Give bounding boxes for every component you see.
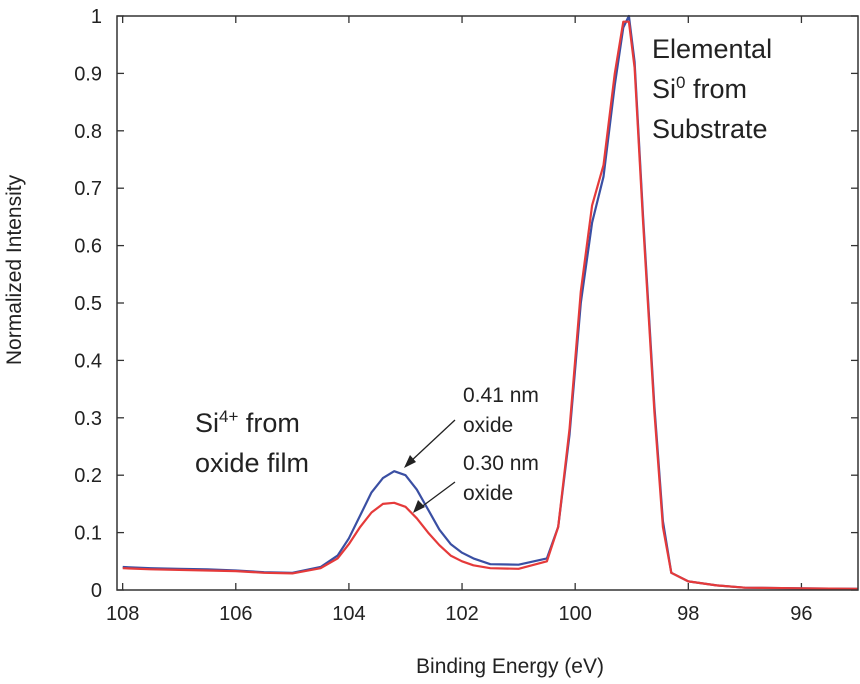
tick-labels: 108 106 104 102 100 98 96 0 0.1 0.2 0.3 0.4 0.5 0.6 0.…: [74, 6, 812, 625]
series-line-030nm: [122, 20, 859, 590]
x-tick-label: 96: [790, 603, 812, 625]
annotation-elemental: Elemental Si0 from Substrate: [652, 34, 772, 144]
y-axis-title: Normalized Intensity: [3, 174, 26, 365]
y-tick-label: 0.7: [74, 178, 102, 200]
x-tick-label: 106: [219, 603, 252, 625]
x-tick-label: 108: [106, 603, 139, 625]
series-layer: [122, 14, 859, 590]
y-tick-label: 0.4: [74, 350, 102, 372]
y-tick-label: 0.5: [74, 293, 102, 315]
arrow-030-line: [419, 481, 456, 509]
plot-frame: [116, 15, 859, 591]
annotation-elemental-line3: Substrate: [652, 114, 768, 144]
annotation-oxide-line2: oxide film: [195, 448, 309, 478]
axis-ticks: [117, 15, 858, 591]
annotation-030: 0.30 nm oxide: [413, 452, 539, 513]
y-tick-label: 0.1: [74, 523, 102, 545]
label-030-line2: oxide: [463, 482, 513, 505]
arrow-041-line: [409, 419, 456, 463]
x-tick-label: 98: [677, 603, 699, 625]
x-tick-label: 102: [445, 603, 478, 625]
arrow-041-head: [404, 455, 416, 468]
y-tick-label: 0.6: [74, 236, 102, 258]
annotation-oxide-peak: Si4+ from oxide film: [195, 407, 309, 478]
arrow-030-head: [413, 500, 425, 513]
x-axis-title: Binding Energy (eV): [416, 655, 604, 678]
annotation-041: 0.41 nm oxide: [404, 384, 539, 468]
y-tick-label: 0.9: [74, 63, 102, 85]
y-tick-label: 0: [91, 580, 102, 602]
y-tick-label: 0.2: [74, 465, 102, 487]
annotation-oxide-line1: Si4+ from: [195, 407, 300, 438]
label-041-line2: oxide: [463, 414, 513, 437]
label-041-line1: 0.41 nm: [463, 384, 539, 407]
annotation-elemental-line1: Elemental: [652, 34, 772, 64]
x-tick-label: 100: [558, 603, 591, 625]
label-030-line1: 0.30 nm: [463, 452, 539, 475]
y-tick-label: 1: [91, 6, 102, 28]
y-tick-label: 0.3: [74, 408, 102, 430]
y-tick-label: 0.8: [74, 121, 102, 143]
x-tick-label: 104: [332, 603, 365, 625]
annotation-elemental-line2: Si0 from: [652, 73, 747, 104]
